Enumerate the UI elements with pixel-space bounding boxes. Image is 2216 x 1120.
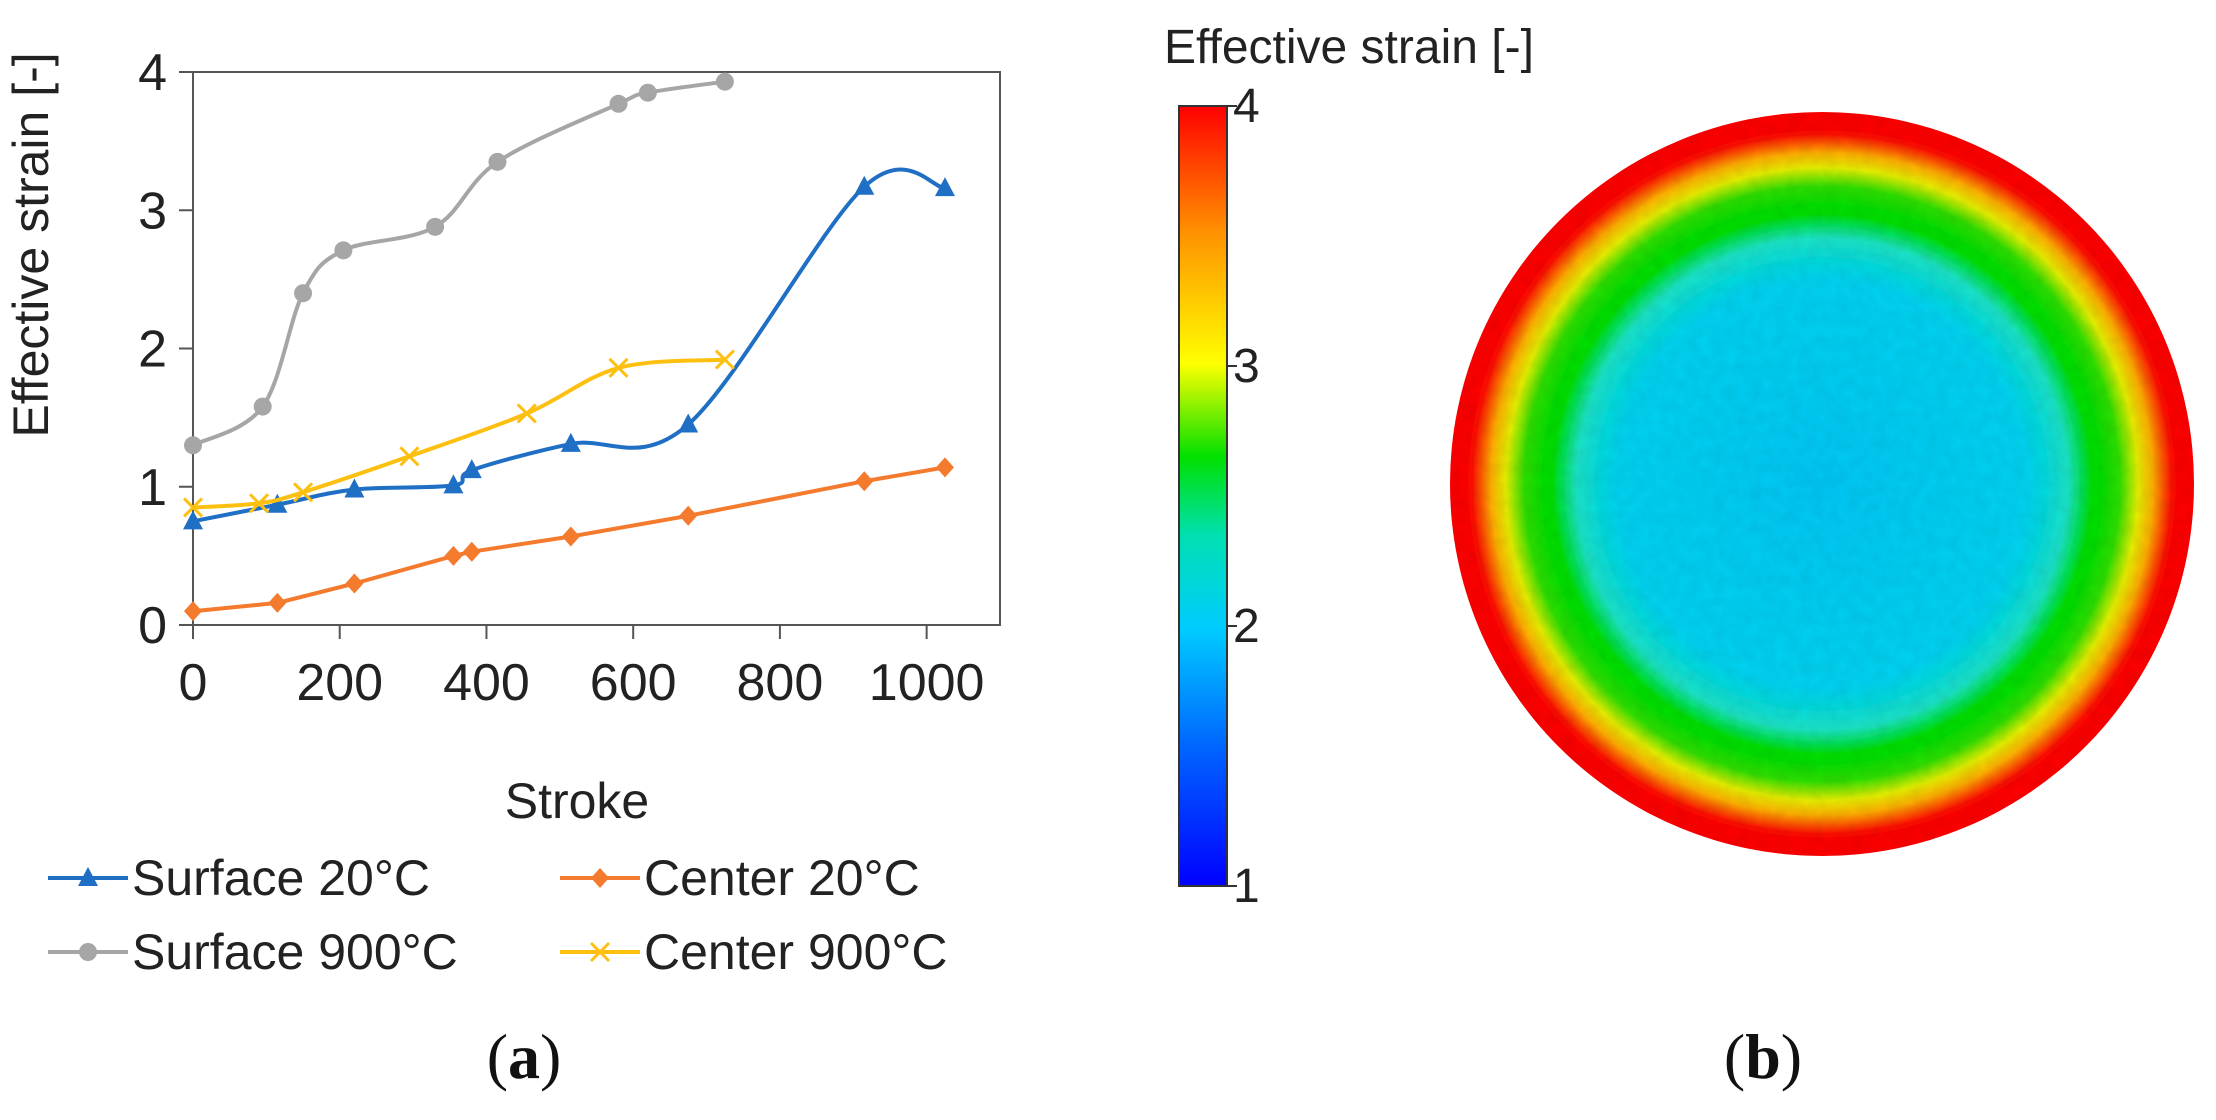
data-point-diamond	[444, 545, 463, 566]
data-point-x	[248, 493, 270, 514]
data-point-circle	[715, 72, 734, 91]
line-chart: 0 1 2 3 4 0 200 400 600 800 1000 Effective strain…	[3, 44, 1001, 1092]
series-center-900-c	[182, 349, 735, 518]
data-point-diamond	[679, 505, 698, 526]
data-point-diamond	[345, 573, 364, 594]
data-point-diamond	[855, 471, 874, 492]
data-point-triangle	[78, 867, 98, 886]
data-point-circle	[426, 217, 445, 236]
colorbar-tick-label: 3	[1233, 340, 1260, 393]
legend-label: Center 20°C	[644, 850, 920, 906]
data-point-diamond	[935, 457, 954, 478]
data-point-x	[399, 446, 420, 467]
chart-axes	[179, 71, 1001, 639]
x-tick-label: 200	[296, 654, 383, 712]
legend-item: Surface 900°C	[48, 924, 458, 980]
series-center-20-c	[184, 457, 954, 622]
panel-b-letter: b	[1745, 1021, 1781, 1092]
panel-b-close: )	[1781, 1021, 1802, 1092]
data-point-x	[292, 482, 314, 503]
legend-label: Surface 20°C	[132, 850, 430, 906]
colorbar-ticks: 4 3 2 1	[1227, 80, 1260, 913]
panel-label-a: (a)	[487, 1021, 562, 1092]
data-point-circle	[253, 397, 272, 416]
data-point-circle	[184, 436, 202, 455]
data-point-x	[516, 403, 537, 424]
y-tick-label: 0	[138, 597, 167, 655]
strain-disk	[1450, 112, 2194, 856]
data-point-circle	[294, 284, 313, 303]
data-point-circle	[488, 152, 507, 171]
data-point-diamond	[591, 868, 609, 888]
data-point-circle	[79, 943, 97, 961]
data-point-triangle	[267, 493, 288, 513]
data-point-triangle	[678, 413, 699, 433]
series-surface-20-c	[183, 167, 955, 530]
x-tick-label: 800	[737, 654, 824, 712]
data-point-circle	[609, 94, 628, 113]
series-line	[192, 79, 726, 448]
chart-legend: Surface 20°C Center 20°C Surface 900°C Cent…	[48, 850, 948, 980]
data-point-triangle	[934, 177, 955, 197]
legend-label: Center 900°C	[644, 924, 948, 980]
series-line	[192, 167, 946, 524]
colorbar-tick-label: 1	[1233, 860, 1260, 913]
data-point-circle	[334, 241, 353, 260]
data-point-x	[182, 497, 204, 518]
legend-label: Surface 900°C	[132, 924, 458, 980]
series-surface-900-c	[184, 72, 734, 455]
colorbar	[1178, 105, 1228, 887]
x-tick-labels: 0 200 400 600 800 1000	[179, 654, 985, 712]
y-axis-label: Effective strain [-]	[3, 52, 59, 437]
x-tick-label: 0	[179, 654, 208, 712]
data-point-diamond	[184, 601, 202, 622]
x-tick-label: 1000	[869, 654, 985, 712]
data-point-triangle	[183, 510, 203, 530]
y-tick-label: 4	[138, 44, 167, 102]
panel-a-letter: a	[508, 1021, 540, 1092]
panel-a-close: )	[540, 1021, 561, 1092]
data-point-x	[589, 941, 611, 963]
colorbar-tick-label: 2	[1233, 600, 1260, 653]
panel-b-open: (	[1724, 1021, 1745, 1092]
data-point-triangle	[344, 478, 365, 498]
plot-frame	[192, 71, 1001, 626]
strain-contour-panel: Effective strain [-] 4 3 2 1 (b)	[1164, 21, 2194, 1092]
data-point-circle	[638, 83, 657, 102]
data-point-x	[608, 357, 629, 378]
panel-label-b: (b)	[1724, 1021, 1802, 1092]
y-tick-label: 2	[138, 321, 167, 379]
data-point-triangle	[461, 459, 482, 479]
legend-item: Surface 20°C	[48, 850, 430, 906]
data-point-diamond	[462, 541, 481, 562]
y-tick-label: 1	[138, 459, 167, 517]
x-axis-label: Stroke	[505, 773, 650, 829]
y-tick-labels: 0 1 2 3 4	[138, 44, 167, 655]
data-point-triangle	[854, 175, 875, 195]
legend-item: Center 900°C	[560, 924, 948, 980]
data-point-diamond	[561, 526, 580, 547]
x-tick-label: 600	[590, 654, 677, 712]
panel-a-open: (	[487, 1021, 508, 1092]
y-tick-label: 3	[138, 182, 167, 240]
colorbar-title: Effective strain [-]	[1164, 21, 1534, 74]
legend-item: Center 20°C	[560, 850, 920, 906]
data-point-triangle	[443, 474, 464, 494]
colorbar-tick-label: 4	[1233, 80, 1260, 133]
data-point-triangle	[560, 432, 581, 452]
series-lines	[182, 72, 955, 622]
x-tick-label: 400	[443, 654, 530, 712]
data-point-x	[714, 349, 735, 370]
data-point-diamond	[268, 592, 287, 613]
